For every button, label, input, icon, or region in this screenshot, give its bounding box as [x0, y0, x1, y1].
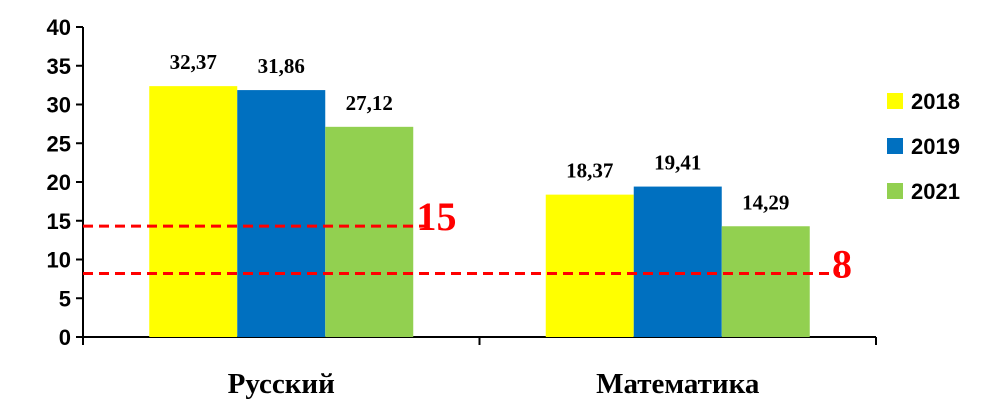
reference-lines: 15 8	[83, 194, 852, 286]
bar-data-label: 19,41	[654, 151, 701, 175]
y-tick-label: 5	[59, 286, 71, 311]
bar-2021	[721, 226, 810, 337]
bar-2019	[633, 186, 722, 337]
legend-label: 2018	[911, 89, 960, 114]
y-tick-label: 10	[47, 248, 71, 273]
y-tick-label: 25	[47, 131, 71, 156]
legend-swatch-2019	[887, 138, 903, 154]
reference-line-label: 15	[417, 194, 457, 239]
bar-2021	[325, 126, 414, 337]
legend-label: 2019	[911, 134, 960, 159]
bar-2018	[149, 86, 238, 337]
legend-swatch-2018	[887, 93, 903, 109]
y-axis: 0 5 10 15 20 25 30 35 40	[47, 15, 84, 350]
x-tick-label: Математика	[596, 368, 760, 400]
bar-2019	[237, 90, 326, 338]
legend-label: 2021	[911, 179, 960, 204]
bar-data-label: 14,29	[742, 190, 789, 214]
bars	[149, 86, 810, 338]
bar-data-label: 32,37	[170, 50, 217, 74]
bar-labels: 32,37 31,86 27,12 18,37 19,41 14,29	[170, 50, 790, 214]
x-axis: Русский Математика	[82, 336, 877, 400]
bar-data-label: 31,86	[258, 54, 305, 78]
legend: 2018 2019 2021	[887, 89, 960, 204]
y-tick-label: 40	[47, 15, 71, 40]
reference-line-label: 8	[832, 241, 852, 286]
y-tick-label: 15	[47, 209, 71, 234]
y-tick-label: 0	[59, 325, 71, 350]
y-tick-label: 30	[47, 93, 71, 118]
y-tick-label: 35	[47, 54, 71, 79]
legend-swatch-2021	[887, 183, 903, 199]
y-tick-label: 20	[47, 170, 71, 195]
bar-2018	[545, 194, 634, 337]
bar-data-label: 27,12	[346, 91, 393, 115]
bar-data-label: 18,37	[566, 159, 613, 183]
x-tick-label: Русский	[228, 368, 335, 400]
